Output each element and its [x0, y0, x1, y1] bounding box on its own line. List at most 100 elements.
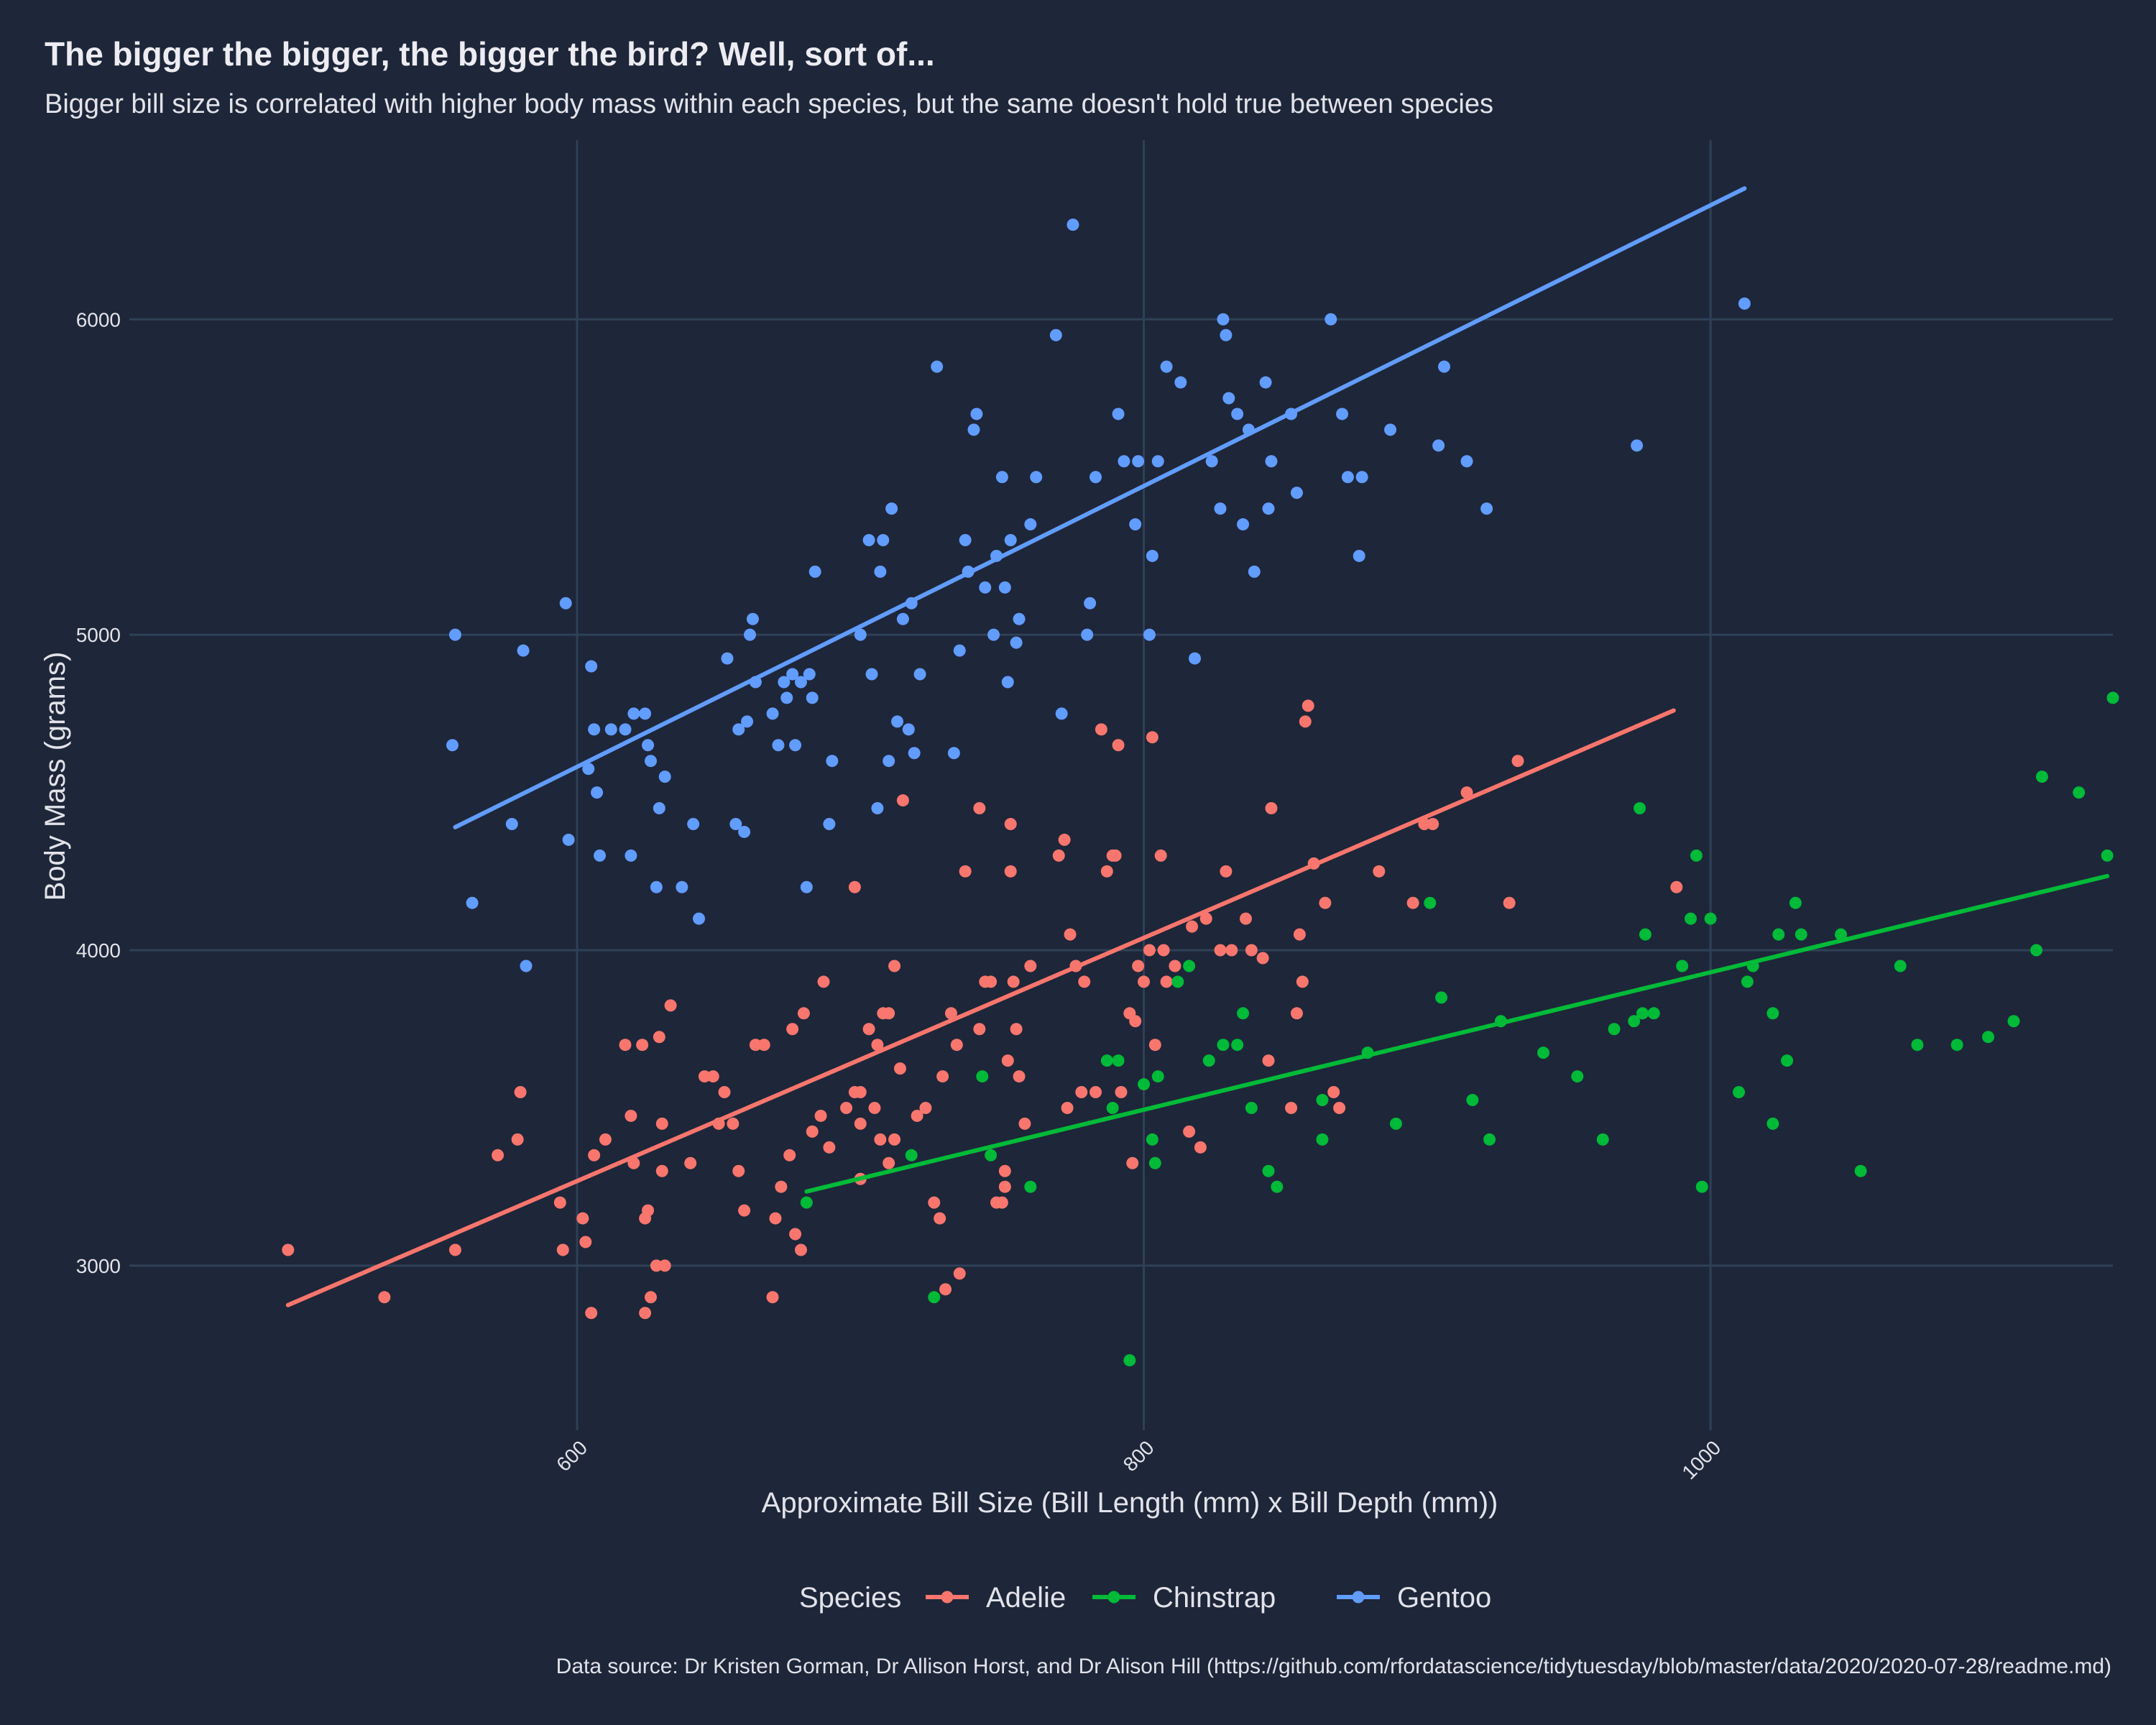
- x-tick-label: 600: [552, 1436, 591, 1476]
- adelie-point: [718, 1086, 731, 1099]
- chinstrap-point: [1183, 960, 1196, 972]
- gentoo-point: [806, 691, 819, 704]
- adelie-point: [797, 1007, 810, 1020]
- adelie-point: [1007, 975, 1020, 988]
- chinstrap-point: [1950, 1039, 1963, 1052]
- gentoo-point: [604, 723, 617, 736]
- gentoo-point: [1151, 455, 1164, 468]
- adelie-point: [840, 1101, 853, 1114]
- adelie-point: [655, 1117, 668, 1130]
- gentoo-point: [885, 502, 898, 515]
- chinstrap-point: [1151, 1070, 1164, 1083]
- gentoo-point: [1290, 487, 1303, 500]
- adelie-point: [1146, 731, 1158, 744]
- gentoo-point: [902, 723, 915, 736]
- adelie-point: [1265, 802, 1278, 815]
- gentoo-point: [871, 802, 884, 815]
- chinstrap-point: [800, 1196, 813, 1209]
- gentoo-point: [1024, 518, 1037, 531]
- gentoo-point: [808, 565, 821, 578]
- adelie-point: [514, 1086, 527, 1099]
- adelie-point: [919, 1101, 932, 1114]
- gentoo-point: [627, 707, 640, 720]
- adelie-point: [1129, 1015, 1142, 1028]
- gentoo-point: [891, 715, 904, 728]
- gentoo-point: [746, 612, 759, 625]
- gentoo-point: [1189, 652, 1202, 665]
- legend-item-gentoo: Gentoo: [1337, 1582, 1491, 1614]
- gentoo-point: [1631, 439, 1644, 452]
- adelie-point: [1183, 1125, 1196, 1138]
- adelie-point: [1013, 1070, 1026, 1083]
- adelie-point: [1296, 975, 1309, 988]
- gentoo-point: [1353, 549, 1365, 562]
- adelie-point: [868, 1101, 881, 1114]
- chinstrap-point: [2106, 691, 2119, 704]
- adelie-point: [448, 1243, 461, 1256]
- gentoo-point: [1437, 360, 1450, 373]
- gentoo-point: [947, 747, 960, 760]
- adelie-point: [653, 1031, 665, 1044]
- gentoo-point: [729, 817, 742, 830]
- chinstrap-point: [1217, 1039, 1230, 1052]
- grid-lines: [129, 140, 2113, 1430]
- adelie-point: [1262, 1054, 1275, 1067]
- gentoo-point: [1336, 408, 1349, 420]
- gentoo-point: [1217, 313, 1230, 326]
- adelie-point: [1010, 1023, 1023, 1036]
- adelie-point: [1109, 849, 1122, 862]
- adelie-point: [1214, 944, 1227, 957]
- adelie-point: [553, 1196, 566, 1209]
- adelie-point: [1148, 1039, 1161, 1052]
- chinstrap-point: [1911, 1039, 1924, 1052]
- adelie-point: [639, 1307, 652, 1320]
- gentoo-point: [1384, 423, 1397, 436]
- adelie-point: [1132, 960, 1145, 972]
- chinstrap-point: [2007, 1015, 2020, 1028]
- gentoo-point: [995, 471, 1008, 484]
- chinstrap-point: [1148, 1156, 1161, 1169]
- y-tick-label: 4000: [76, 939, 121, 962]
- chinstrap-point: [1424, 896, 1437, 909]
- gentoo-point: [594, 849, 607, 862]
- data-points: [282, 218, 2119, 1367]
- gentoo-points: [446, 218, 1751, 972]
- adelie-point: [1239, 912, 1252, 925]
- adelie-point: [1220, 865, 1233, 878]
- gentoo-point: [896, 612, 909, 625]
- adelie-point: [1052, 849, 1065, 862]
- gentoo-point: [1010, 636, 1023, 649]
- gentoo-point: [1013, 612, 1026, 625]
- adelie-point: [1293, 928, 1306, 941]
- gentoo-point: [1259, 376, 1272, 389]
- gentoo-point: [1355, 471, 1368, 484]
- gentoo-point: [998, 581, 1011, 594]
- chinstrap-point: [1772, 928, 1785, 941]
- adelie-point: [939, 1283, 952, 1296]
- gentoo-point: [446, 739, 459, 752]
- adelie-point: [854, 1117, 867, 1130]
- adelie-point: [1199, 912, 1212, 925]
- gentoo-point: [913, 668, 926, 681]
- gentoo-point: [619, 723, 632, 736]
- legend-key-point: [1107, 1591, 1120, 1604]
- chinstrap-point: [1676, 960, 1689, 972]
- chinstrap-point: [1262, 1164, 1275, 1177]
- chinstrap-point: [1483, 1133, 1496, 1146]
- adelie-point: [732, 1164, 745, 1177]
- gentoo-point: [1132, 455, 1145, 468]
- adelie-point: [936, 1070, 949, 1083]
- gentoo-point: [1143, 628, 1156, 641]
- gentoo-trend-line: [453, 186, 1747, 829]
- adelie-point: [806, 1125, 819, 1138]
- data-source-caption: Data source: Dr Kristen Gorman, Dr Allis…: [556, 1655, 2111, 1678]
- adelie-point: [998, 1180, 1011, 1193]
- adelie-point: [783, 1149, 796, 1162]
- chinstrap-point: [1466, 1093, 1479, 1106]
- chinstrap-point: [1834, 928, 1847, 941]
- gentoo-point: [1325, 313, 1337, 326]
- gentoo-point: [987, 628, 1000, 641]
- gentoo-point: [741, 715, 754, 728]
- legend-title: Species: [799, 1582, 901, 1614]
- adelie-point: [823, 1141, 836, 1154]
